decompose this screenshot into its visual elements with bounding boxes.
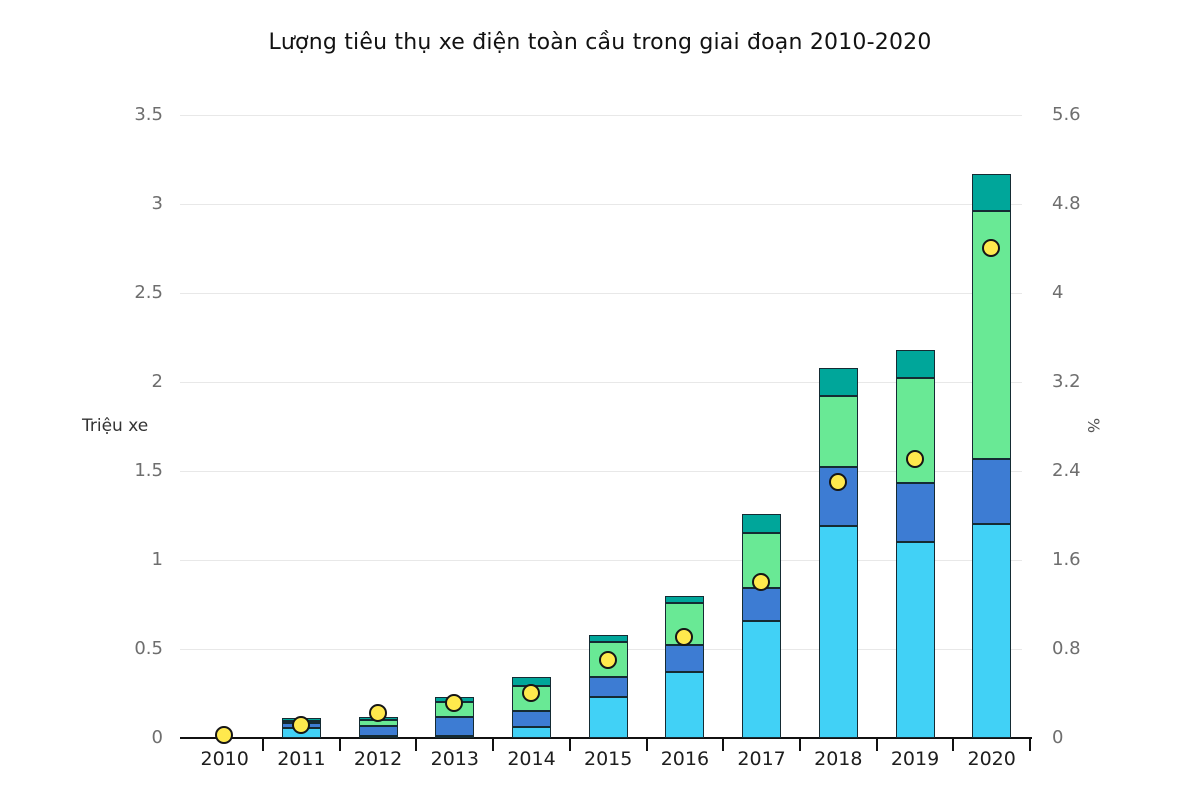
x-axis-category-label: 2016 (660, 748, 710, 770)
x-axis-tick (1029, 738, 1032, 751)
x-axis-tick (415, 738, 418, 751)
percent-dot-2011[interactable] (291, 716, 310, 735)
bar-segment-blue-2013[interactable] (435, 716, 475, 737)
bar-segment-teal-2018[interactable] (818, 367, 858, 397)
bar-segment-blue-2012[interactable] (358, 725, 398, 737)
left-axis-label: Triệu xe (82, 416, 149, 436)
left-axis-tick-label: 0.5 (134, 638, 163, 659)
x-axis-tick (798, 738, 801, 751)
percent-dot-2012[interactable] (368, 704, 387, 723)
bar-segment-cyan-2013[interactable] (435, 736, 475, 739)
right-axis-label: % (1084, 417, 1104, 434)
bar-segment-cyan-2020[interactable] (972, 524, 1012, 738)
x-axis-category-label: 2014 (507, 748, 556, 770)
gridline (180, 203, 1022, 205)
bar-segment-cyan-2012[interactable] (358, 736, 398, 739)
bar-segment-blue-2019[interactable] (895, 483, 935, 543)
percent-dot-2017[interactable] (752, 572, 771, 591)
percent-dot-2010[interactable] (215, 726, 234, 745)
right-axis-tick-label: 3.2 (1052, 371, 1081, 392)
x-axis-tick (722, 738, 725, 751)
bar-segment-cyan-2017[interactable] (742, 620, 782, 738)
gridline (180, 559, 1022, 561)
bar-segment-blue-2015[interactable] (588, 677, 628, 698)
bar-segment-blue-2020[interactable] (972, 458, 1012, 525)
percent-dot-2018[interactable] (828, 472, 847, 491)
chart-title: Lượng tiêu thụ xe điện toàn cầu trong gi… (268, 30, 932, 55)
left-axis-tick-label: 0 (151, 727, 163, 748)
x-axis-category-label: 2011 (277, 748, 326, 770)
right-axis-tick-label: 0.8 (1052, 638, 1081, 659)
x-axis-category-label: 2017 (737, 748, 786, 770)
x-axis-category-label: 2018 (814, 748, 863, 770)
percent-dot-2016[interactable] (675, 628, 694, 647)
left-axis-tick-label: 1 (151, 549, 163, 570)
percent-dot-2013[interactable] (445, 694, 464, 712)
bar-segment-teal-2015[interactable] (588, 634, 628, 642)
left-axis-tick-label: 3 (151, 193, 163, 214)
left-axis-tick-label: 2 (151, 371, 163, 392)
x-axis-tick (492, 738, 495, 751)
right-axis-tick-label: 4 (1052, 282, 1064, 303)
left-axis-tick-label: 1.5 (134, 460, 163, 481)
bar-segment-cyan-2015[interactable] (588, 697, 628, 738)
bar-segment-teal-2017[interactable] (742, 513, 782, 534)
bar-segment-cyan-2014[interactable] (512, 727, 551, 738)
x-axis-tick (262, 738, 265, 751)
x-axis-category-label: 2019 (890, 748, 940, 770)
bar-segment-blue-2014[interactable] (512, 711, 551, 728)
x-axis-category-label: 2020 (967, 748, 1016, 770)
right-axis-tick-label: 5.6 (1052, 104, 1081, 125)
bar-segment-cyan-2019[interactable] (895, 542, 935, 738)
right-axis-tick-label: 1.6 (1052, 549, 1081, 570)
gridline (180, 292, 1022, 294)
left-axis-tick-label: 2.5 (134, 282, 163, 303)
x-axis-category-label: 2013 (430, 748, 479, 770)
bar-segment-teal-2019[interactable] (895, 349, 935, 379)
x-axis-tick (568, 738, 571, 751)
x-axis-tick (875, 738, 878, 751)
percent-dot-2019[interactable] (905, 450, 924, 469)
percent-dot-2015[interactable] (598, 650, 617, 669)
right-axis-tick-label: 0 (1052, 727, 1064, 748)
bar-segment-green-2018[interactable] (818, 396, 858, 468)
x-axis-tick (338, 738, 341, 751)
bar-segment-blue-2017[interactable] (742, 588, 782, 621)
x-axis-tick (645, 738, 648, 751)
gridline (180, 470, 1022, 472)
x-axis-tick (952, 738, 955, 751)
bar-segment-teal-2020[interactable] (972, 173, 1012, 212)
x-axis-category-label: 2015 (584, 748, 633, 770)
gridline (180, 114, 1022, 116)
bar-segment-blue-2016[interactable] (665, 645, 705, 673)
bar-segment-teal-2016[interactable] (665, 595, 705, 603)
left-axis-tick-label: 3.5 (134, 104, 163, 125)
bar-segment-cyan-2018[interactable] (818, 526, 858, 738)
x-axis-category-label: 2012 (353, 748, 403, 770)
x-axis-category-label: 2010 (200, 748, 249, 770)
gridline (180, 381, 1022, 383)
bar-segment-cyan-2016[interactable] (665, 672, 705, 738)
right-axis-tick-label: 2.4 (1052, 460, 1081, 481)
percent-dot-2014[interactable] (522, 684, 540, 702)
percent-dot-2020[interactable] (982, 239, 1001, 257)
x-axis-line (180, 737, 1032, 739)
right-axis-tick-label: 4.8 (1052, 193, 1081, 214)
